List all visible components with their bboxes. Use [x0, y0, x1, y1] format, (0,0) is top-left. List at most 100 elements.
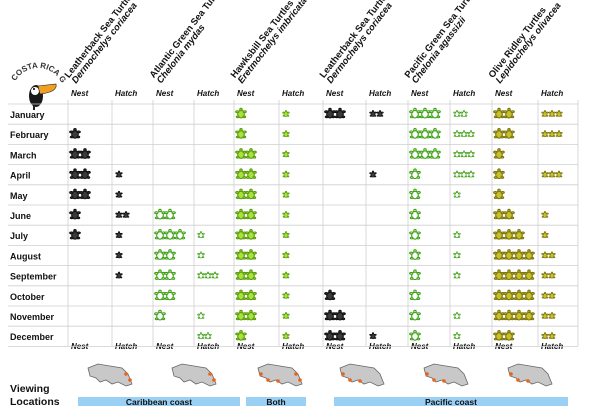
hatchling-turtle-icon	[541, 231, 549, 239]
nesting-site-marker	[208, 372, 212, 376]
hatchling-turtle-icon	[122, 211, 130, 218]
nest-turtle-icon	[235, 269, 247, 281]
hatchling-turtle-icon	[541, 332, 549, 340]
hatchling-turtle-icon	[197, 251, 205, 259]
hatchling-turtle-icon	[548, 271, 556, 279]
nest-turtle-icon	[409, 188, 421, 200]
hatchling-turtle-icon	[282, 130, 290, 138]
nest-turtle-icon	[409, 249, 421, 260]
nest-turtle-icon	[493, 107, 505, 119]
nest-turtle-icon	[419, 127, 431, 139]
nest-turtle-icon	[164, 269, 176, 281]
toucan-icon	[29, 83, 57, 110]
hatchling-turtle-icon	[467, 130, 475, 138]
nest-turtle-icon	[245, 228, 257, 240]
nest-turtle-icon	[69, 127, 81, 139]
species-latin-name: Lepidochelys olivacea	[493, 0, 563, 85]
hatchling-turtle-icon	[204, 332, 212, 340]
hatchling-turtle-icon	[115, 211, 123, 218]
hatchling-turtle-icon	[555, 110, 563, 117]
hatchling-turtle-icon	[453, 271, 461, 279]
nest-turtle-icon	[409, 127, 421, 139]
nest-turtle-icon	[409, 148, 421, 159]
nest-turtle-icon	[503, 269, 515, 281]
nest-turtle-icon	[235, 148, 247, 159]
hatchling-turtle-icon	[282, 211, 290, 218]
map-shape	[507, 363, 553, 387]
nest-turtle-icon	[429, 127, 441, 139]
hatchling-turtle-icon	[282, 332, 290, 340]
nest-turtle-icon	[429, 148, 441, 159]
hatchling-turtle-icon	[115, 190, 123, 198]
nest-turtle-icon	[69, 168, 81, 180]
nesting-site-marker	[442, 379, 446, 383]
nest-turtle-icon	[503, 107, 515, 119]
nest-turtle-icon	[154, 249, 166, 260]
nest-turtle-icon	[69, 188, 81, 200]
nest-turtle-icon	[493, 208, 505, 220]
nest-turtle-icon	[324, 329, 336, 341]
hatchling-turtle-icon	[282, 312, 290, 319]
hatchling-turtle-icon	[541, 312, 549, 319]
nest-turtle-icon	[493, 168, 505, 180]
coast-bar	[334, 397, 568, 406]
nest-turtle-icon	[334, 329, 346, 341]
hatchling-turtle-icon	[460, 170, 468, 178]
hatchling-turtle-icon	[115, 251, 123, 259]
map-shape	[339, 363, 385, 387]
month-label: October	[10, 292, 45, 302]
hatchling-turtle-icon	[548, 251, 556, 259]
nest-turtle-icon	[164, 289, 176, 301]
nest-turtle-icon	[164, 228, 176, 240]
nest-turtle-icon	[174, 228, 186, 240]
hatchling-turtle-icon	[541, 170, 549, 178]
costa-rica-map-icon	[507, 363, 553, 387]
nest-turtle-icon	[164, 249, 176, 260]
map-shape	[423, 363, 469, 387]
nest-turtle-icon	[493, 148, 505, 159]
coast-label: Both	[266, 397, 285, 407]
hatchling-turtle-icon	[197, 312, 205, 319]
species-latin-name: Dermochelys coriacea	[69, 0, 139, 85]
costa-rica-map-icon	[339, 363, 385, 387]
hatchling-turtle-icon	[453, 150, 461, 158]
nesting-site-marker	[425, 372, 429, 376]
nest-turtle-icon	[419, 148, 431, 159]
hatchling-turtle-icon	[460, 150, 468, 158]
month-label: December	[10, 332, 54, 342]
nest-turtle-icon	[235, 329, 247, 341]
logo-text-path: COSTA RICA GUIDE	[0, 0, 68, 84]
costa-rica-map-icon	[423, 363, 469, 387]
nest-turtle-icon	[429, 107, 441, 119]
hatchling-turtle-icon	[282, 231, 290, 239]
nesting-site-marker	[212, 378, 216, 382]
hatchling-turtle-icon	[453, 130, 461, 138]
species-latin-name: Eretmochelys imbricata	[235, 0, 309, 85]
hatch-column-label: Hatch	[115, 89, 137, 98]
month-label: May	[10, 191, 28, 201]
nest-turtle-icon	[409, 269, 421, 281]
hatchling-turtle-icon	[282, 271, 290, 279]
nest-turtle-icon	[493, 269, 505, 281]
nest-turtle-icon	[235, 289, 247, 301]
nest-turtle-icon	[164, 208, 176, 220]
nesting-site-marker	[341, 372, 345, 376]
nesting-site-marker	[294, 372, 298, 376]
nest-turtle-icon	[493, 127, 505, 139]
hatch-column-label: Hatch	[453, 89, 475, 98]
hatchling-turtle-icon	[197, 332, 205, 340]
nest-turtle-icon	[409, 168, 421, 180]
nest-turtle-icon	[69, 228, 81, 240]
nesting-site-marker	[298, 378, 302, 382]
month-label: June	[10, 211, 31, 221]
nest-turtle-icon	[154, 289, 166, 301]
hatchling-turtle-icon	[548, 312, 556, 319]
hatchling-turtle-icon	[376, 110, 384, 117]
month-label: August	[10, 251, 41, 261]
nest-turtle-icon	[235, 188, 247, 200]
hatchling-turtle-icon	[453, 231, 461, 239]
nesting-site-marker	[516, 378, 520, 382]
nest-turtle-icon	[79, 188, 91, 200]
